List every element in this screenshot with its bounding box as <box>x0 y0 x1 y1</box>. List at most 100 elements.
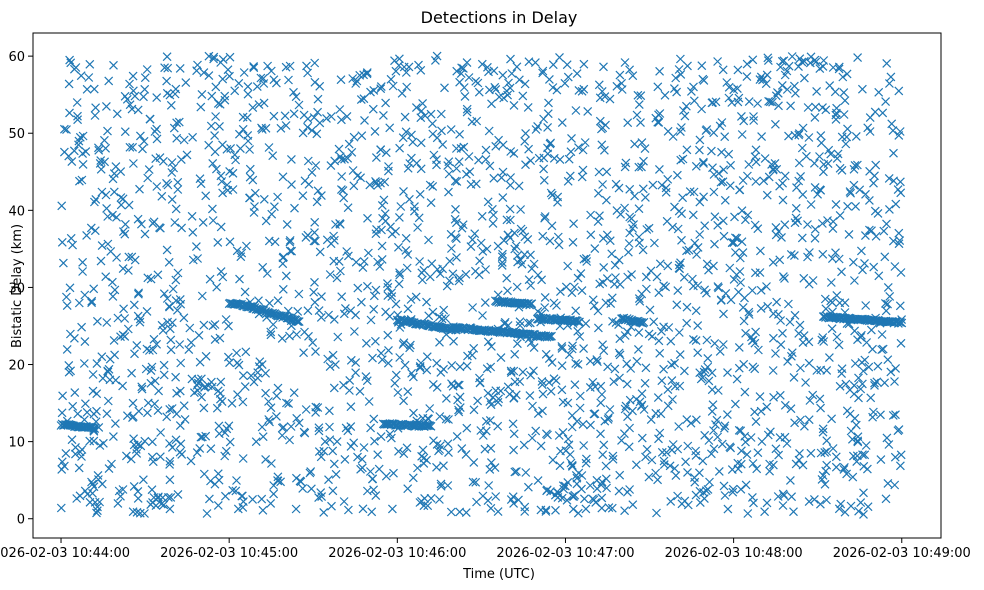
scatter-point <box>837 267 846 277</box>
scatter-point <box>752 464 762 474</box>
scatter-point <box>879 226 889 236</box>
scatter-point <box>637 162 646 172</box>
scatter-point <box>82 230 92 240</box>
scatter-point <box>413 463 422 473</box>
scatter-point <box>706 146 716 156</box>
scatter-point <box>521 468 531 477</box>
scatter-point <box>166 100 176 110</box>
scatter-point <box>808 390 818 400</box>
scatter-point <box>880 378 890 388</box>
scatter-point <box>444 187 453 197</box>
scatter-point <box>509 445 519 455</box>
scatter-point <box>797 143 807 153</box>
scatter-point <box>113 498 123 508</box>
scatter-point <box>738 248 748 258</box>
scatter-point <box>621 401 631 411</box>
scatter-point <box>523 102 533 112</box>
scatter-point <box>469 343 479 353</box>
scatter-point <box>579 344 589 354</box>
scatter-point <box>277 333 287 343</box>
scatter-point <box>313 186 323 196</box>
scatter-point <box>62 125 71 135</box>
scatter-point <box>103 239 113 249</box>
scatter-point <box>92 506 102 516</box>
scatter-point <box>726 295 736 305</box>
scatter-point <box>151 501 161 511</box>
scatter-point <box>414 60 423 70</box>
scatter-point <box>370 436 379 446</box>
scatter-point <box>484 481 494 490</box>
scatter-point <box>630 139 640 149</box>
scatter-point <box>292 330 302 339</box>
scatter-point <box>197 432 207 442</box>
scatter-point <box>678 193 688 203</box>
scatter-point <box>543 109 553 119</box>
scatter-point <box>748 55 758 65</box>
scatter-point <box>629 220 639 229</box>
scatter-point <box>310 236 320 246</box>
scatter-point <box>312 129 322 139</box>
scatter-point <box>821 466 831 476</box>
scatter-point <box>175 386 185 396</box>
scatter-point <box>381 307 391 317</box>
scatter-point <box>653 475 663 485</box>
scatter-point <box>717 439 727 449</box>
scatter-point <box>880 298 890 308</box>
scatter-point <box>258 505 268 515</box>
scatter-point <box>799 73 809 83</box>
scatter-point <box>371 491 381 501</box>
scatter-point <box>330 360 340 370</box>
scatter-point <box>252 82 262 92</box>
scatter-point <box>791 203 801 213</box>
scatter-point <box>165 475 175 485</box>
scatter-point <box>402 443 412 453</box>
scatter-point <box>432 155 441 165</box>
scatter-point <box>218 188 228 198</box>
scatter-point <box>476 238 486 248</box>
scatter-point <box>839 110 849 119</box>
scatter-point <box>789 507 798 517</box>
scatter-point <box>631 460 641 470</box>
scatter-point <box>573 273 583 283</box>
scatter-point <box>683 441 693 451</box>
scatter-point <box>873 361 883 371</box>
scatter-point <box>571 106 581 115</box>
scatter-point <box>381 471 391 481</box>
scatter-point <box>514 495 523 505</box>
scatter-point <box>499 93 509 103</box>
scatter-point <box>176 155 186 165</box>
scatter-point <box>605 405 615 414</box>
scatter-point <box>547 331 556 341</box>
scatter-point <box>724 82 734 92</box>
scatter-point <box>461 269 471 279</box>
scatter-point <box>753 99 763 108</box>
scatter-point <box>503 230 513 240</box>
scatter-point <box>443 481 453 490</box>
scatter-point <box>179 135 189 145</box>
scatter-point <box>223 352 233 362</box>
scatter-point <box>490 463 500 473</box>
scatter-point <box>573 508 583 518</box>
scatter-point <box>163 317 173 327</box>
scatter-point <box>266 498 276 508</box>
scatter-point <box>826 149 836 159</box>
scatter-point <box>867 226 876 236</box>
scatter-point <box>240 382 250 392</box>
scatter-point <box>175 340 185 349</box>
scatter-point <box>674 422 684 431</box>
scatter-point <box>722 78 732 87</box>
scatter-point <box>723 504 733 514</box>
scatter-point <box>346 355 356 365</box>
scatter-point <box>451 204 460 214</box>
scatter-point <box>622 327 632 337</box>
scatter-point <box>641 272 651 282</box>
scatter-point <box>605 94 615 104</box>
scatter-point <box>831 452 841 462</box>
scatter-point <box>132 340 142 350</box>
scatter-point <box>84 73 94 82</box>
scatter-point <box>605 236 615 246</box>
scatter-point <box>254 100 264 110</box>
scatter-point <box>373 257 383 267</box>
scatter-point <box>103 212 113 221</box>
scatter-point <box>59 147 69 157</box>
